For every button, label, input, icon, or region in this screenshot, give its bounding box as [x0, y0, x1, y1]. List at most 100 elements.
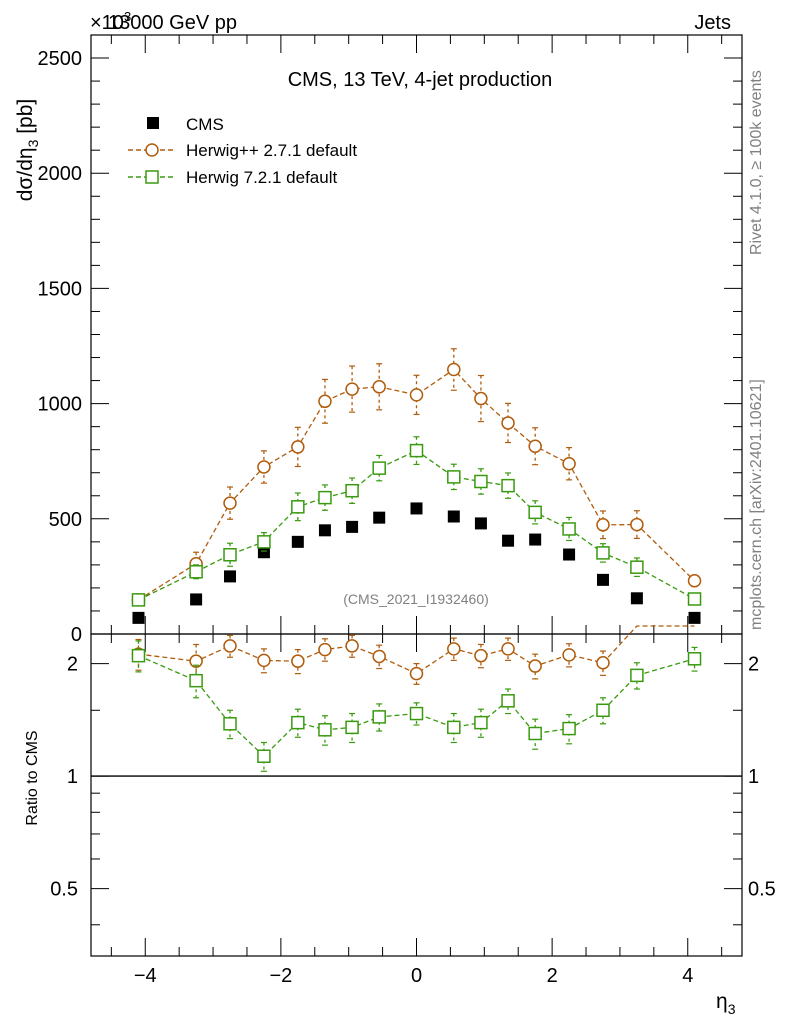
ratio-herwig7-point — [687, 652, 702, 666]
herwigpp-point — [630, 517, 644, 532]
ratio-y-tick-label-left: 0.5 — [50, 879, 78, 901]
ratio-herwigpp-point — [372, 649, 386, 664]
exponent-label: ×103 — [90, 9, 131, 34]
cms-data-point — [346, 520, 359, 533]
ratio-y-tick-label-right: 1 — [748, 766, 759, 788]
ratio-herwigpp-line — [138, 625, 695, 675]
herwigpp-point — [223, 496, 237, 510]
ratio-herwig7-point — [345, 720, 359, 735]
legend-herwig7-marker — [145, 170, 159, 184]
ratio-series — [131, 625, 702, 772]
ratio-y-tick-label-right: 2 — [748, 654, 759, 676]
herwigpp-point — [257, 460, 271, 474]
ratio-herwig7-point — [291, 715, 305, 730]
main-y-axis-label: dσ/dη3 [pb] — [14, 99, 41, 202]
herwigpp-point — [596, 518, 610, 532]
herwigpp-point — [447, 362, 461, 377]
main-y-tick-label: 500 — [49, 509, 82, 531]
herwig7-point — [630, 560, 644, 574]
herwigpp-point — [409, 388, 424, 402]
cms-data-point — [529, 533, 542, 546]
herwig7-point — [189, 565, 203, 579]
mcplots-label: mcplots.cern.ch [arXiv:2401.10621] — [748, 379, 765, 630]
cms-data-point — [447, 510, 460, 523]
legend-cms-label: CMS — [186, 115, 224, 134]
ratio-herwig7-point — [596, 703, 610, 718]
ratio-herwig7-point — [447, 720, 461, 735]
main-y-tick-label: 2000 — [38, 163, 83, 185]
cms-data-point — [502, 534, 515, 547]
ratio-herwigpp-point — [291, 654, 305, 668]
main-panel: CMS, 13 TeV, 4-jet production (CMS_2021_… — [14, 34, 743, 646]
cms-data-point — [257, 546, 270, 559]
herwig7-point — [257, 535, 271, 549]
main-series — [131, 348, 702, 624]
ratio-herwig7-point — [372, 710, 386, 724]
cms-data-point — [373, 511, 386, 524]
ratio-herwig7-point — [474, 715, 488, 730]
ratio-herwig7-point — [257, 749, 271, 763]
x-tick-label: 0 — [411, 965, 422, 987]
herwigpp-point — [528, 439, 542, 453]
ratio-y-axis-label: Ratio to CMS — [24, 730, 41, 825]
ratio-herwigpp-point — [562, 648, 576, 662]
main-y-tick-label: 1500 — [38, 278, 83, 300]
ratio-herwig7-point — [409, 706, 424, 721]
herwig7-point — [318, 490, 332, 505]
main-y-tick-label: 2500 — [38, 48, 83, 70]
x-tick-label: 4 — [682, 965, 693, 987]
herwig7-line — [138, 449, 695, 601]
watermark: (CMS_2021_I1932460) — [343, 591, 489, 607]
herwig7-point — [528, 505, 542, 520]
cms-data-point — [563, 548, 576, 561]
herwig7-point — [596, 546, 610, 560]
rivet-label: Rivet 4.1.0, ≥ 100k events — [748, 70, 765, 255]
main-ticks: 0 500 1000 1500 2000 2500 — [38, 34, 742, 646]
ratio-herwigpp-point — [257, 653, 271, 668]
herwig7-point — [372, 461, 386, 475]
legend-herwigpp-marker — [145, 143, 159, 157]
ratio-herwigpp-point — [409, 666, 424, 681]
ratio-herwig7-point — [131, 648, 146, 663]
main-y-tick-label: 1000 — [38, 394, 83, 416]
herwig7-point — [223, 547, 237, 562]
main-y-tick-label: 0 — [71, 624, 82, 646]
ratio-herwig7-point — [189, 673, 203, 688]
herwig7-point — [131, 593, 146, 607]
herwigpp-point — [345, 382, 359, 396]
herwig7-point — [447, 470, 461, 484]
x-tick-label: 2 — [547, 965, 558, 987]
ratio-y-tick-label-right: 0.5 — [748, 879, 776, 901]
ratio-herwig7-point — [501, 694, 515, 708]
ratio-herwig7-point — [630, 668, 644, 683]
herwigpp-point — [562, 456, 576, 471]
herwigpp-point — [291, 440, 305, 454]
legend-herwigpp-label: Herwig++ 2.7.1 default — [186, 141, 357, 160]
ratio-herwigpp-point — [528, 659, 542, 673]
ratio-herwigpp-point — [223, 639, 237, 653]
cms-data-point — [688, 611, 701, 624]
herwig7-point — [474, 474, 488, 489]
x-axis-label: η3 — [716, 990, 736, 1017]
chart-title: CMS, 13 TeV, 4-jet production — [288, 69, 553, 91]
ratio-herwig7-point — [223, 717, 237, 731]
herwig7-point — [501, 478, 515, 493]
process-label: Jets — [694, 12, 731, 34]
x-tick-label: −4 — [134, 965, 157, 987]
ratio-herwigpp-point — [596, 656, 610, 670]
legend-herwig7-label: Herwig 7.2.1 default — [186, 168, 337, 187]
herwig7-point — [687, 592, 702, 606]
legend: CMS Herwig++ 2.7.1 default Herwig 7.2.1 … — [128, 115, 357, 187]
ratio-herwigpp-point — [501, 642, 515, 656]
ratio-herwigpp-point — [318, 642, 332, 657]
cms-data-point — [410, 502, 423, 515]
ratio-ticks: −4 −2 0 2 4 0.5 0.5 1 1 2 2 — [50, 634, 776, 987]
ratio-herwig7-point — [528, 726, 542, 741]
herwigpp-point — [372, 380, 386, 394]
cms-data-point — [630, 592, 643, 605]
herwigpp-point — [687, 574, 702, 588]
legend-cms-marker — [147, 117, 159, 129]
ratio-herwigpp-point — [447, 642, 461, 656]
cms-data-point — [224, 570, 237, 583]
